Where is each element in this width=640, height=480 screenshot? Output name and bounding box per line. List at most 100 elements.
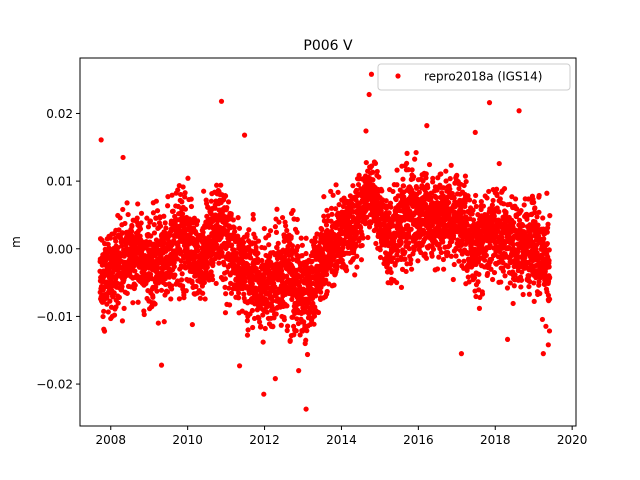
data-point bbox=[244, 332, 251, 338]
data-point bbox=[504, 285, 511, 291]
data-point bbox=[250, 211, 256, 218]
y-tick-label: 0.02 bbox=[46, 107, 73, 121]
data-point bbox=[406, 234, 412, 240]
data-point bbox=[252, 234, 258, 241]
data-point bbox=[430, 246, 437, 252]
data-point bbox=[546, 247, 552, 253]
data-point bbox=[172, 272, 178, 278]
data-point bbox=[462, 203, 468, 210]
y-axis: −0.02 −0.01 0.00 0.01 0.02 bbox=[36, 107, 80, 392]
data-point bbox=[175, 187, 181, 193]
data-point bbox=[249, 281, 255, 287]
data-point bbox=[148, 233, 154, 239]
data-point bbox=[151, 230, 158, 236]
data-point bbox=[134, 215, 140, 221]
data-point bbox=[200, 290, 206, 296]
data-point bbox=[232, 229, 238, 235]
data-point bbox=[353, 243, 359, 249]
data-point bbox=[213, 280, 219, 287]
data-point bbox=[107, 235, 114, 241]
data-point bbox=[289, 243, 296, 249]
data-point bbox=[248, 255, 254, 261]
data-point bbox=[496, 160, 502, 167]
data-point bbox=[418, 249, 424, 256]
data-point bbox=[266, 242, 272, 248]
data-point bbox=[534, 214, 540, 220]
legend-box bbox=[377, 63, 571, 91]
data-point bbox=[447, 186, 453, 192]
data-point bbox=[446, 199, 452, 206]
data-point bbox=[181, 295, 187, 301]
data-point bbox=[202, 296, 208, 302]
data-point bbox=[176, 296, 183, 302]
data-point bbox=[331, 282, 337, 288]
data-point bbox=[510, 300, 516, 307]
data-point bbox=[304, 351, 311, 358]
data-point bbox=[246, 227, 252, 233]
data-point bbox=[189, 280, 195, 286]
plot-area-frame bbox=[79, 57, 577, 427]
data-point bbox=[451, 261, 457, 268]
data-point bbox=[405, 167, 411, 173]
data-point bbox=[179, 271, 185, 277]
data-point bbox=[298, 235, 304, 241]
data-point bbox=[471, 275, 478, 281]
data-point bbox=[100, 313, 106, 320]
data-point bbox=[428, 196, 434, 202]
data-point bbox=[531, 280, 537, 286]
data-point bbox=[185, 175, 191, 181]
data-point bbox=[344, 267, 350, 273]
data-point bbox=[340, 203, 347, 210]
data-point bbox=[129, 228, 135, 234]
data-point bbox=[98, 137, 104, 143]
data-point bbox=[165, 203, 171, 209]
data-point bbox=[464, 222, 471, 228]
data-point bbox=[519, 269, 525, 275]
data-point bbox=[272, 224, 278, 230]
data-point bbox=[163, 225, 169, 231]
data-point bbox=[511, 283, 517, 289]
data-point bbox=[491, 269, 498, 276]
data-point bbox=[398, 284, 405, 290]
data-point bbox=[423, 175, 429, 181]
data-point bbox=[540, 215, 546, 221]
data-point bbox=[259, 257, 265, 264]
data-point bbox=[429, 253, 435, 259]
data-point bbox=[461, 209, 467, 215]
data-point bbox=[324, 271, 330, 278]
data-point bbox=[132, 282, 138, 288]
data-point bbox=[244, 231, 250, 238]
y-axis-label: m bbox=[9, 236, 23, 248]
data-point bbox=[516, 108, 522, 114]
data-point bbox=[448, 162, 454, 168]
data-point bbox=[497, 196, 503, 202]
data-point bbox=[226, 285, 232, 291]
data-point bbox=[526, 283, 532, 290]
data-point bbox=[358, 257, 365, 263]
data-point bbox=[423, 171, 429, 177]
data-point bbox=[291, 332, 297, 338]
data-point bbox=[476, 305, 483, 311]
data-point bbox=[193, 283, 199, 290]
data-point bbox=[364, 214, 370, 220]
data-point bbox=[376, 174, 382, 180]
data-point bbox=[245, 327, 251, 333]
data-point bbox=[210, 260, 216, 266]
data-point bbox=[532, 205, 538, 211]
data-point bbox=[272, 376, 278, 382]
data-point bbox=[360, 235, 366, 241]
data-point bbox=[208, 211, 214, 217]
data-point bbox=[154, 266, 160, 272]
data-point bbox=[390, 255, 396, 261]
data-point bbox=[401, 194, 407, 200]
data-point bbox=[318, 289, 324, 295]
data-point bbox=[414, 185, 420, 191]
data-point bbox=[499, 234, 505, 240]
data-point bbox=[486, 188, 492, 195]
data-point bbox=[153, 198, 159, 204]
y-tick-label: 0.00 bbox=[46, 242, 73, 256]
data-point bbox=[222, 284, 228, 290]
data-point bbox=[501, 186, 508, 192]
x-tick-label: 2010 bbox=[172, 433, 203, 447]
data-point bbox=[527, 278, 533, 285]
